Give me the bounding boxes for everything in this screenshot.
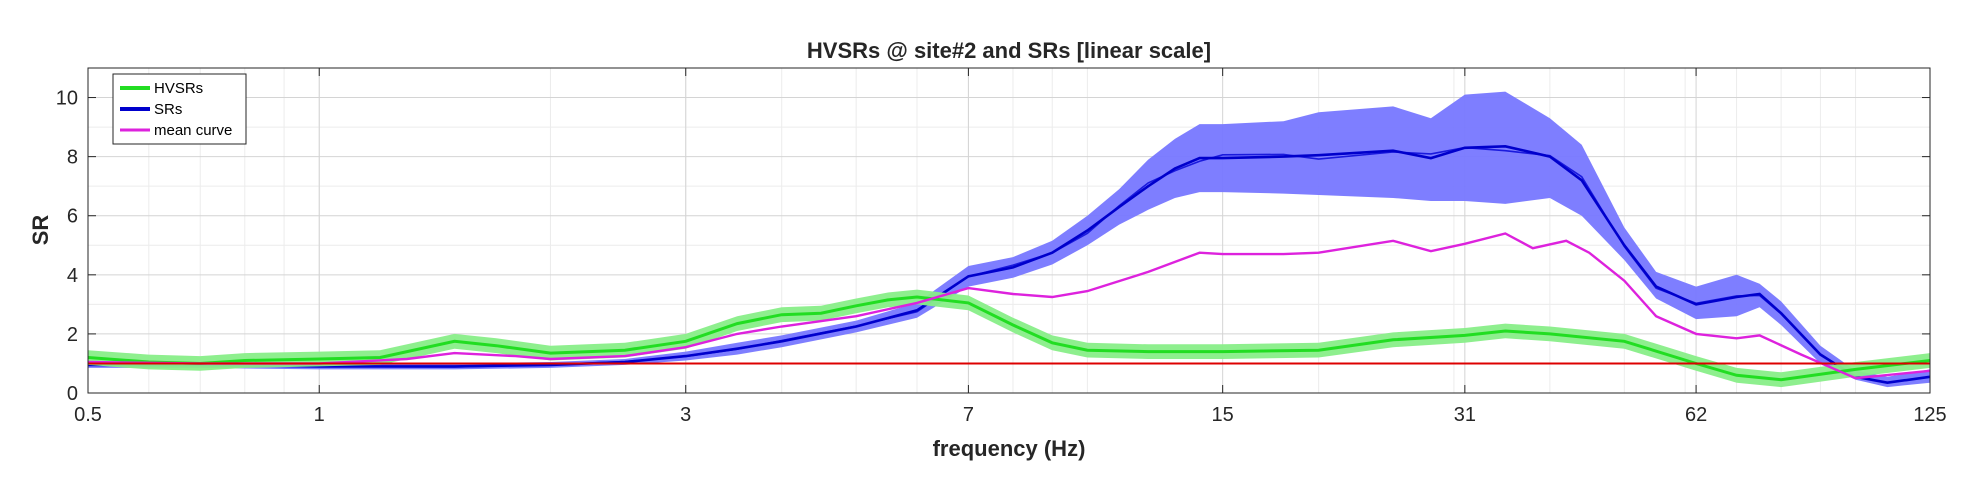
y-tick-label: 2 — [67, 324, 78, 346]
x-tick-label: 15 — [1212, 404, 1234, 426]
legend-label-hvsrs: HVSRs — [154, 80, 203, 97]
srs-line — [88, 144, 1930, 385]
chart-title: HVSRs @ site#2 and SRs [linear scale] — [807, 38, 1211, 63]
x-tick-label: 1 — [314, 404, 325, 426]
x-tick-label: 7 — [963, 404, 974, 426]
x-tick-label: 125 — [1913, 404, 1946, 426]
y-tick-label: 10 — [56, 88, 78, 110]
mean-curve-line — [88, 232, 1930, 380]
y-tick-label: 6 — [67, 206, 78, 228]
legend-label-mean-curve: mean curve — [154, 122, 232, 139]
plot-frame — [87, 67, 1931, 394]
x-tick-label: 0.5 — [74, 404, 102, 426]
y-tick-label: 8 — [67, 147, 78, 169]
x-tick-label: 31 — [1454, 404, 1476, 426]
ticks: 0.5 1 3 7 15 31 62 125 0 2 4 6 8 10 — [56, 68, 1947, 426]
x-tick-label: 3 — [680, 404, 691, 426]
x-tick-label: 62 — [1685, 404, 1707, 426]
y-tick-label: 0 — [67, 383, 78, 405]
legend: HVSRs SRs mean curve — [112, 73, 247, 145]
x-axis-label: frequency (Hz) — [933, 436, 1086, 461]
srs-band — [88, 91, 1930, 388]
y-axis-label: SR — [28, 215, 53, 246]
series-layer — [88, 91, 1930, 388]
y-tick-label: 4 — [67, 265, 78, 287]
hvsrs-line — [88, 295, 1930, 382]
legend-label-srs: SRs — [154, 101, 182, 118]
